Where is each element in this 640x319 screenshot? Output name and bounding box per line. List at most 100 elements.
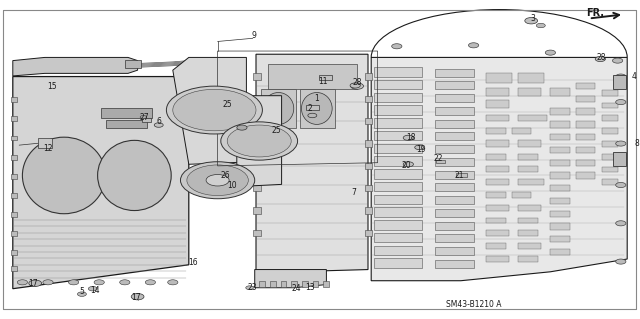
Bar (323, 281, 329, 287)
Bar (576, 83, 595, 89)
Circle shape (403, 135, 413, 140)
Bar (11, 266, 17, 271)
Bar (486, 140, 509, 147)
Bar (518, 179, 544, 185)
Bar (613, 152, 626, 166)
Polygon shape (237, 96, 282, 187)
Text: 13: 13 (305, 283, 316, 292)
Bar (101, 108, 152, 118)
Bar (518, 73, 544, 83)
Circle shape (94, 280, 104, 285)
Bar (518, 140, 541, 147)
Bar (280, 281, 286, 287)
Circle shape (131, 293, 144, 300)
Text: 5: 5 (79, 287, 84, 296)
Bar (550, 198, 570, 204)
Circle shape (17, 280, 28, 285)
Bar (125, 60, 141, 68)
Circle shape (68, 280, 79, 285)
Text: 23: 23 (248, 283, 258, 292)
Text: 3: 3 (531, 14, 536, 23)
Bar (38, 138, 52, 148)
Bar (550, 249, 570, 255)
Bar (576, 147, 595, 153)
Bar (518, 166, 538, 172)
Text: 27: 27 (139, 113, 149, 122)
Bar (11, 174, 17, 179)
Bar (550, 172, 570, 179)
Bar (253, 73, 261, 80)
Bar (374, 233, 422, 242)
Bar (374, 156, 422, 166)
Bar (576, 121, 595, 128)
Bar (518, 115, 547, 121)
Bar (11, 155, 17, 160)
Bar (11, 212, 17, 217)
Bar (374, 182, 422, 191)
Bar (374, 80, 422, 89)
Bar (435, 234, 474, 242)
Text: 20: 20 (401, 161, 412, 170)
Bar (302, 281, 308, 287)
Bar (435, 120, 474, 128)
Circle shape (351, 83, 364, 89)
Circle shape (314, 96, 326, 102)
Bar (374, 220, 422, 230)
Bar (435, 69, 474, 77)
Bar (253, 96, 261, 102)
Bar (518, 218, 538, 223)
Bar (435, 107, 474, 115)
Bar (550, 223, 570, 230)
Bar (435, 171, 474, 179)
Bar (11, 116, 17, 121)
Bar (365, 96, 372, 102)
Text: FR.: FR. (586, 8, 604, 18)
Text: 25: 25 (222, 100, 232, 109)
Polygon shape (256, 54, 368, 273)
Bar (456, 173, 467, 177)
Text: 4: 4 (631, 72, 636, 81)
Bar (374, 207, 422, 217)
Bar (486, 154, 506, 160)
Circle shape (616, 259, 626, 264)
Bar (291, 281, 297, 287)
Bar (550, 211, 570, 217)
Bar (435, 183, 474, 191)
Bar (518, 256, 538, 262)
Bar (11, 250, 17, 255)
Bar (435, 260, 474, 268)
Circle shape (315, 103, 325, 108)
Bar (435, 247, 474, 255)
Bar (253, 207, 261, 214)
Text: 15: 15 (47, 82, 58, 91)
Circle shape (545, 50, 556, 55)
Bar (486, 166, 509, 172)
Text: 28: 28 (597, 53, 606, 62)
Bar (602, 103, 618, 108)
Text: 7: 7 (351, 189, 356, 197)
Bar (602, 90, 618, 96)
Circle shape (206, 174, 229, 186)
Bar (550, 147, 570, 153)
Bar (261, 89, 296, 128)
Bar (106, 120, 147, 128)
Bar (259, 281, 265, 287)
Bar (512, 192, 531, 198)
Ellipse shape (301, 93, 332, 124)
Text: 14: 14 (90, 286, 100, 295)
Bar (268, 64, 357, 89)
Bar (550, 236, 570, 242)
Polygon shape (173, 57, 246, 164)
Text: 17: 17 (131, 293, 141, 302)
Circle shape (616, 141, 626, 146)
Text: 24: 24 (291, 284, 301, 293)
Bar (550, 160, 570, 166)
Bar (253, 163, 261, 169)
Bar (365, 73, 372, 80)
Bar (312, 281, 318, 287)
Text: 25: 25 (271, 126, 282, 135)
Bar (365, 118, 372, 124)
Bar (11, 136, 17, 140)
Bar (253, 230, 261, 236)
Polygon shape (13, 77, 189, 289)
